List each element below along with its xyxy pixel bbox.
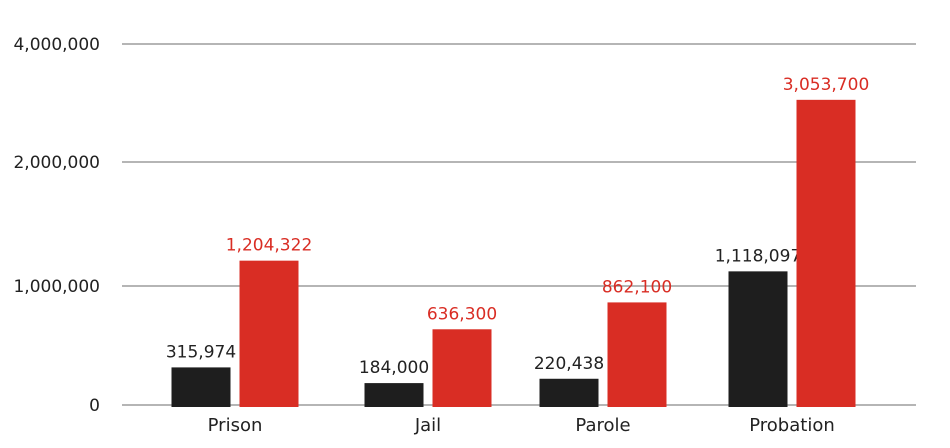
value-label: 862,100 bbox=[602, 277, 672, 297]
bar bbox=[239, 260, 299, 407]
value-label: 184,000 bbox=[359, 358, 429, 378]
bar bbox=[432, 329, 492, 407]
bar bbox=[539, 378, 599, 407]
y-tick-label: 0 bbox=[89, 396, 100, 416]
value-label: 220,438 bbox=[534, 354, 604, 374]
y-tick-label: 2,000,000 bbox=[13, 153, 100, 173]
bar bbox=[607, 302, 667, 407]
value-label: 636,300 bbox=[427, 304, 497, 324]
y-tick-label: 1,000,000 bbox=[13, 277, 100, 297]
y-tick-label: 4,000,000 bbox=[13, 35, 100, 55]
x-category-label: Prison bbox=[208, 415, 263, 436]
x-category-label: Parole bbox=[575, 415, 630, 436]
x-category-label: Probation bbox=[749, 415, 835, 436]
x-category-label: Jail bbox=[414, 415, 441, 436]
bar bbox=[171, 367, 231, 407]
bar bbox=[364, 383, 424, 407]
value-label: 3,053,700 bbox=[783, 75, 870, 95]
value-label: 1,118,097 bbox=[715, 246, 802, 266]
value-label: 315,974 bbox=[166, 342, 236, 362]
bar bbox=[796, 99, 856, 408]
bar bbox=[728, 271, 788, 407]
value-label: 1,204,322 bbox=[226, 236, 313, 256]
value-label-background bbox=[710, 242, 806, 268]
